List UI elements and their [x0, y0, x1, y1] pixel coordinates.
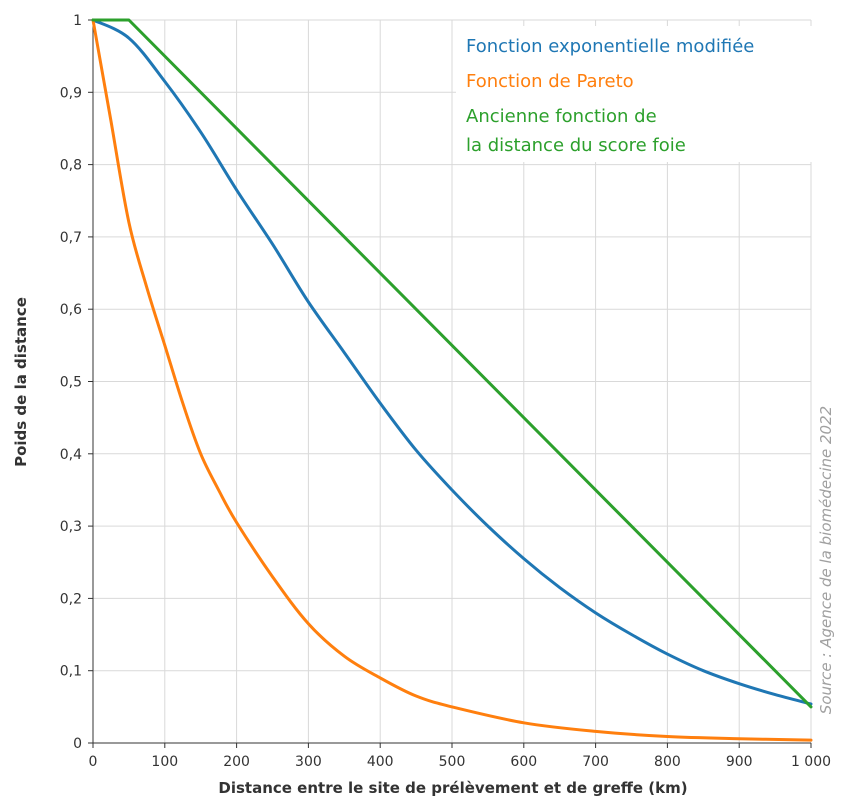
x-tick-label: 700	[582, 754, 609, 770]
y-tick-label: 1	[73, 13, 82, 29]
series-exponential-line	[91, 18, 813, 706]
legend-entry-old-liver-score: la distance du score foie	[466, 135, 686, 156]
x-tick-label: 500	[439, 754, 466, 770]
y-tick-label: 0,1	[60, 664, 82, 680]
y-tick-label: 0,5	[60, 375, 82, 391]
x-tick-label: 800	[654, 754, 681, 770]
x-tick-label: 0	[89, 754, 98, 770]
tick-labels: 0 100 200 300 400 500 600 700 800 900 1 000 0 0,1 0,2…	[60, 13, 831, 770]
legend-background	[456, 26, 812, 162]
legend-entry-exponential: Fonction exponentielle modifiée	[466, 36, 754, 57]
y-tick-label: 0,8	[60, 158, 82, 174]
legend: Fonction exponentielle modifiée Fonction …	[466, 36, 754, 156]
legend-entry-old-liver-score: Ancienne fonction de	[466, 106, 657, 127]
y-tick-label: 0,3	[60, 519, 82, 535]
series-pareto-line	[91, 18, 813, 742]
y-tick-label: 0,6	[60, 302, 82, 318]
x-tick-label: 200	[223, 754, 250, 770]
x-tick-label: 100	[151, 754, 178, 770]
y-tick-label: 0,7	[60, 230, 82, 246]
x-tick-label: 600	[510, 754, 537, 770]
source-note: Source : Agence de la biomédecine 2022	[817, 406, 835, 714]
series-lines	[91, 18, 813, 742]
x-tick-label: 400	[367, 754, 394, 770]
legend-entry-pareto: Fonction de Pareto	[466, 71, 634, 92]
x-tick-label: 900	[726, 754, 753, 770]
y-tick-label: 0,2	[60, 591, 82, 607]
series-old-liver-score-line	[91, 18, 813, 709]
x-tick-label: 300	[295, 754, 322, 770]
y-tick-label: 0,9	[60, 85, 82, 101]
y-tick-label: 0,4	[60, 447, 82, 463]
x-tick-label: 1 000	[791, 754, 831, 770]
y-tick-label: 0	[73, 736, 82, 752]
y-axis-title: Poids de la distance	[12, 297, 30, 467]
x-axis-title: Distance entre le site de prélèvement et…	[218, 779, 687, 797]
axes	[88, 19, 812, 748]
